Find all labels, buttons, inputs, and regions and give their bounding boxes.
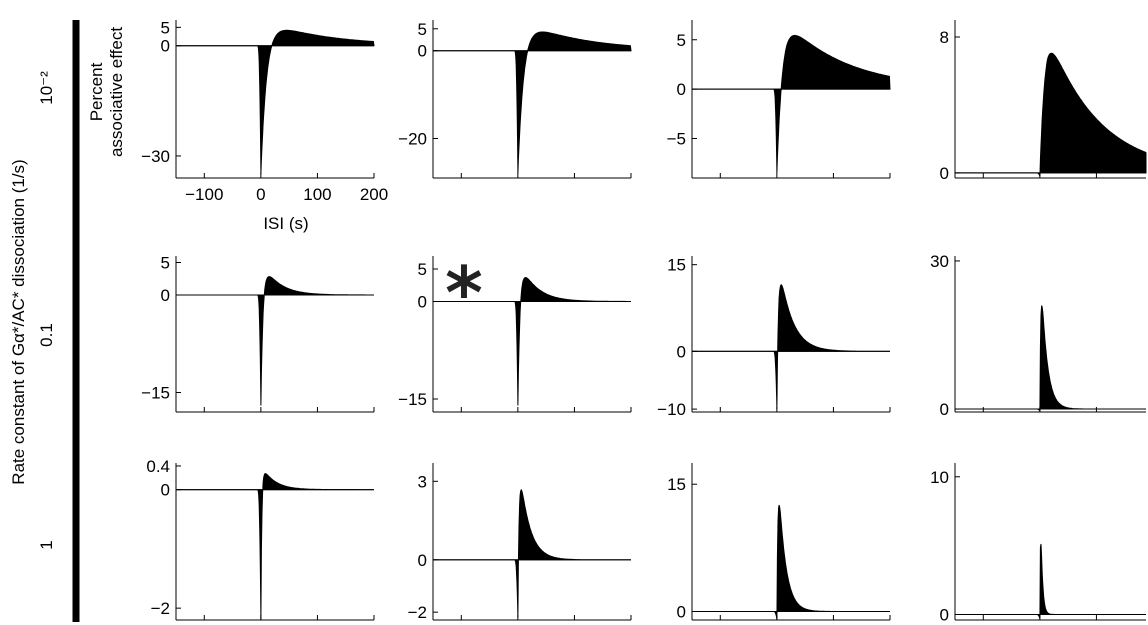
y-tick-label: 10 xyxy=(930,468,949,487)
x-tick-label: 0 xyxy=(256,185,265,204)
row-label-0: 10⁻² xyxy=(37,71,56,105)
panel-xlabel: ISI (s) xyxy=(263,214,308,233)
panel-r2-c1: 3 0 −2 xyxy=(408,463,632,622)
x-tick-label: −100 xyxy=(185,185,223,204)
effect-area xyxy=(433,488,631,618)
y-tick-label: −30 xyxy=(141,147,170,166)
y-tick-label: 0 xyxy=(940,605,949,624)
panel-r0-c2: 5 0 −5 xyxy=(667,20,891,179)
panel-r2-c0: 0.4 0 −2 xyxy=(146,457,375,621)
row-label-2: 1 xyxy=(37,540,56,549)
y-tick-label: 0 xyxy=(418,293,427,312)
panel-r1-c2: 15 0 −10 xyxy=(657,256,891,419)
y-tick-label: 15 xyxy=(667,256,686,275)
y-tick-label: −20 xyxy=(398,130,427,149)
y-tick-label: 5 xyxy=(161,254,170,273)
effect-area xyxy=(433,31,632,174)
panel-ylabel-line1: Percent xyxy=(87,62,106,121)
panel-r0-c0: 50−30−100 0 100 200 xyxy=(141,18,388,204)
y-tick-label: −2 xyxy=(151,599,170,618)
panel-r1-c0: 5 0 −15 xyxy=(141,254,375,413)
y-tick-label: 0 xyxy=(418,42,427,61)
y-tick-label: 0 xyxy=(677,342,686,361)
effect-area xyxy=(955,543,1146,619)
panel-r0-c3: 80 xyxy=(940,20,1147,183)
y-tick-label: −5 xyxy=(667,130,686,149)
effect-area xyxy=(692,34,891,174)
y-tick-label: 0 xyxy=(161,37,170,56)
y-tick-label: −10 xyxy=(657,400,686,419)
y-tick-label: 0 xyxy=(677,603,686,622)
y-tick-label: 15 xyxy=(667,475,686,494)
y-tick-label: 0 xyxy=(940,164,949,183)
effect-area xyxy=(176,276,374,406)
y-tick-label: 5 xyxy=(418,260,427,279)
y-tick-label: 5 xyxy=(418,20,427,39)
y-tick-label: 3 xyxy=(418,472,427,491)
y-tick-label: −15 xyxy=(141,384,170,403)
y-tick-label: 5 xyxy=(161,18,170,37)
y-tick-label: 0 xyxy=(418,551,427,570)
y-tick-label: 30 xyxy=(930,252,949,271)
x-tick-label: 200 xyxy=(360,185,388,204)
panels-layer: 50−30−100 0 100 20050−2050−58050−1550−15150… xyxy=(141,18,1147,624)
highlight-star: * xyxy=(445,251,483,335)
y-tick-label: 0 xyxy=(161,481,170,500)
y-tick-label: 0.4 xyxy=(146,457,170,476)
effect-area xyxy=(692,504,890,620)
effect-area xyxy=(176,29,375,175)
effect-area xyxy=(692,284,890,410)
panel-r1-c3: 30 0 xyxy=(930,252,1146,419)
panel-ylabel-line2: associative effect xyxy=(107,27,126,157)
panel-r2-c2: 15 0 xyxy=(667,463,891,622)
y-tick-label: −15 xyxy=(398,390,427,409)
y-axis-title: Rate constant of Gα*/AC* dissociation (1… xyxy=(9,159,28,484)
y-tick-label: 8 xyxy=(940,28,949,47)
effect-area xyxy=(955,52,1147,177)
panel-r2-c3: 10 0 xyxy=(930,463,1146,624)
y-tick-label: 0 xyxy=(161,286,170,305)
row-label-1: 0.1 xyxy=(37,323,56,347)
y-tick-label: 0 xyxy=(677,80,686,99)
effect-area xyxy=(955,305,1146,413)
y-tick-label: 5 xyxy=(677,31,686,50)
panel-r1-c1: 5 0 −15 xyxy=(398,256,632,413)
y-tick-label: 0 xyxy=(940,400,949,419)
effect-area xyxy=(176,473,374,621)
y-tick-label: −2 xyxy=(408,603,427,622)
panel-r0-c1: 5 0 −20 xyxy=(398,20,632,179)
x-tick-label: 100 xyxy=(303,185,331,204)
